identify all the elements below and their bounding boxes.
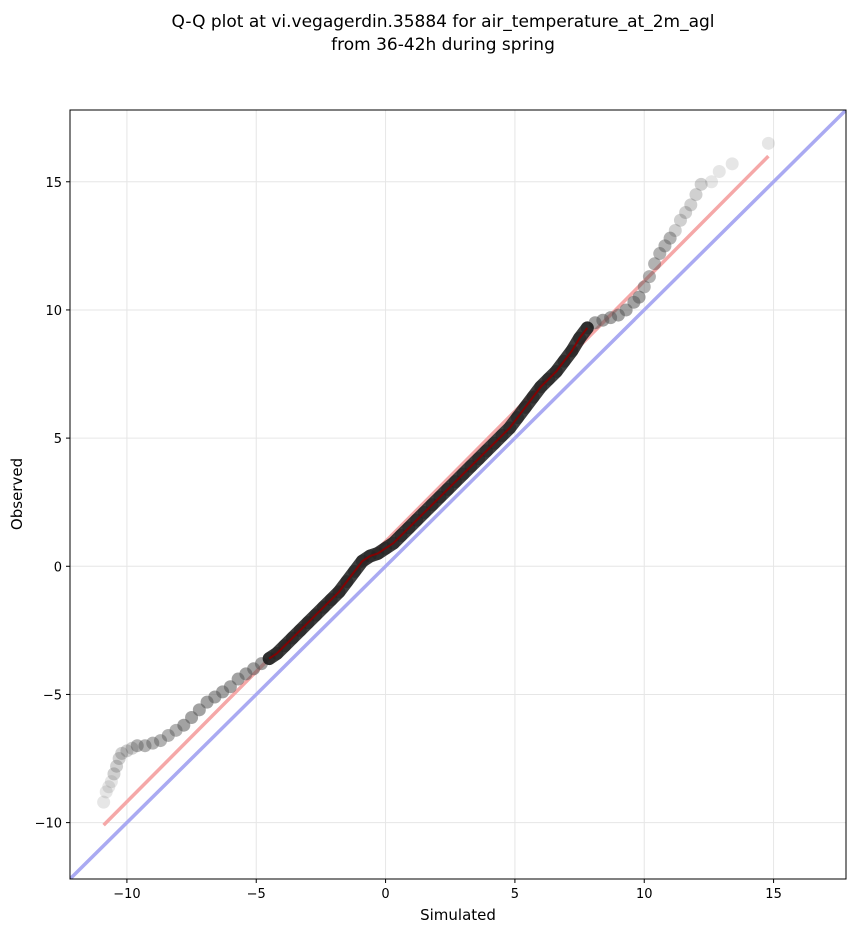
data-point: [632, 290, 646, 304]
x-tick-label: −5: [247, 887, 266, 902]
data-point: [725, 157, 739, 171]
data-point: [104, 775, 118, 789]
data-point: [120, 744, 134, 758]
data-point: [138, 739, 152, 753]
x-axis-label: Simulated: [420, 906, 496, 924]
y-tick-label: 15: [45, 176, 62, 191]
data-point: [107, 767, 121, 781]
data-point: [642, 270, 656, 284]
grid-lines: [70, 110, 846, 879]
data-point: [99, 785, 113, 799]
data-point: [154, 734, 168, 748]
x-tick-label: 0: [381, 887, 389, 902]
data-point: [115, 746, 129, 760]
y-tick-label: 10: [45, 304, 62, 319]
y-tick-label: −5: [43, 688, 62, 703]
data-point: [704, 175, 718, 189]
data-point: [648, 257, 662, 271]
data-point: [97, 795, 111, 809]
data-point: [684, 198, 698, 212]
data-point: [673, 213, 687, 227]
x-tick-label: −10: [113, 887, 140, 902]
data-point: [653, 247, 667, 261]
data-point: [663, 231, 677, 245]
data-point: [130, 739, 144, 753]
data-point: [694, 177, 708, 191]
data-point: [668, 223, 682, 237]
data-point: [161, 728, 175, 742]
data-point: [679, 206, 693, 220]
data-point: [689, 188, 703, 202]
y-tick-label: 0: [54, 560, 62, 575]
y-tick-label: −10: [35, 817, 62, 832]
plot-frame: [69, 109, 847, 880]
dense-trace-line: [268, 327, 589, 660]
x-tick-label: 5: [511, 887, 519, 902]
chart-title-line-2: from 36-42h during spring: [331, 35, 555, 55]
chart-title-line-1: Q-Q plot at vi.vegagerdin.35884 for air_…: [171, 12, 714, 32]
data-point: [110, 759, 124, 773]
data-point: [125, 741, 139, 755]
axis-ticks: −10 −5 0 5 10 15 −10 −5 0 5 10 15: [35, 176, 782, 902]
x-tick-label: 15: [765, 887, 782, 902]
data-point: [658, 239, 672, 253]
x-tick-label: 10: [636, 887, 653, 902]
identity-line: [70, 110, 846, 879]
data-point: [112, 752, 126, 766]
data-point: [146, 736, 160, 750]
fit-line: [102, 154, 770, 827]
plot-content: [70, 110, 846, 879]
data-point: [761, 136, 775, 150]
data-point: [102, 780, 116, 794]
dense-points-band: [262, 321, 594, 666]
data-point: [637, 280, 651, 294]
y-axis-label: Observed: [8, 458, 26, 530]
y-tick-label: 5: [54, 432, 62, 447]
data-point: [712, 165, 726, 179]
